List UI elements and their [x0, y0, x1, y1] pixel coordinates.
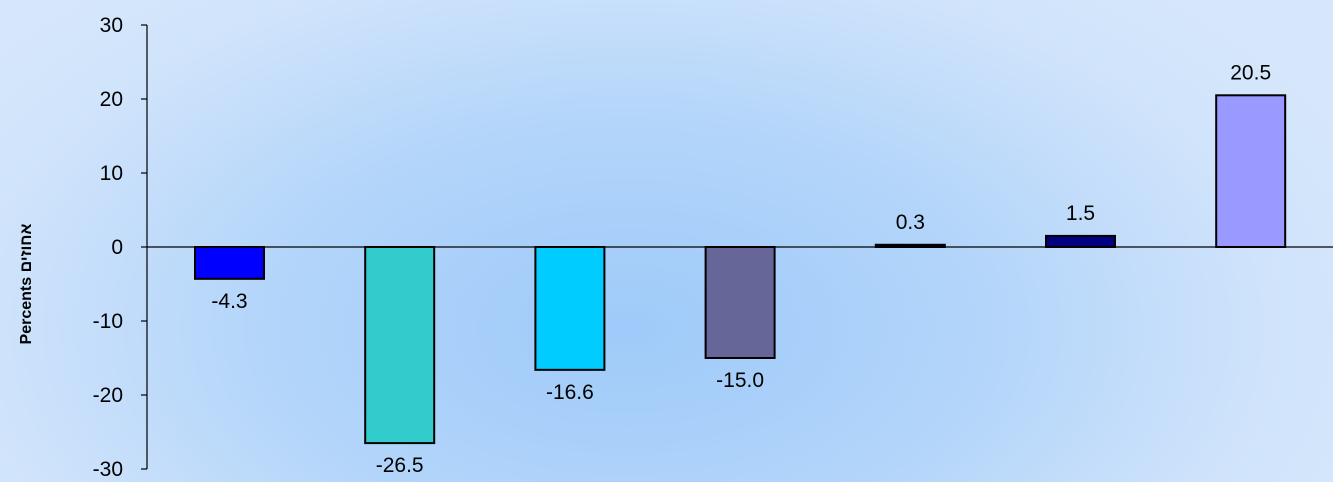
bar [194, 246, 265, 280]
y-tick-label: 20 [100, 88, 123, 111]
y-axis-label: Percents אחוזים [18, 223, 35, 344]
bar-data-label: 20.5 [1230, 61, 1271, 84]
bar-data-label: -16.6 [546, 381, 594, 404]
y-tick-label: -10 [93, 310, 123, 333]
y-tick-label: 30 [100, 14, 123, 37]
y-tick-label: -20 [93, 384, 123, 407]
axis-layer [146, 25, 1333, 469]
y-tick-label: 10 [100, 162, 123, 185]
bar [534, 246, 606, 371]
bar-data-label: 0.3 [896, 211, 925, 234]
bar [704, 246, 776, 359]
bar-data-label: -4.3 [211, 290, 247, 313]
data-labels: -4.3 -26.5 -16.6 -15.0 0.3 1.5 20.5 [211, 61, 1271, 477]
bar-data-label: -26.5 [376, 454, 424, 477]
bar [1045, 234, 1116, 248]
y-tick-label: -30 [93, 458, 123, 481]
bar [364, 246, 436, 445]
bar-data-label: 1.5 [1066, 202, 1095, 225]
y-tick-label: 0 [111, 236, 123, 259]
y-ticks: 30 20 10 0 -10 -20 -30 [93, 14, 147, 481]
bar-data-label: -15.0 [716, 369, 764, 392]
bar [1215, 94, 1287, 248]
